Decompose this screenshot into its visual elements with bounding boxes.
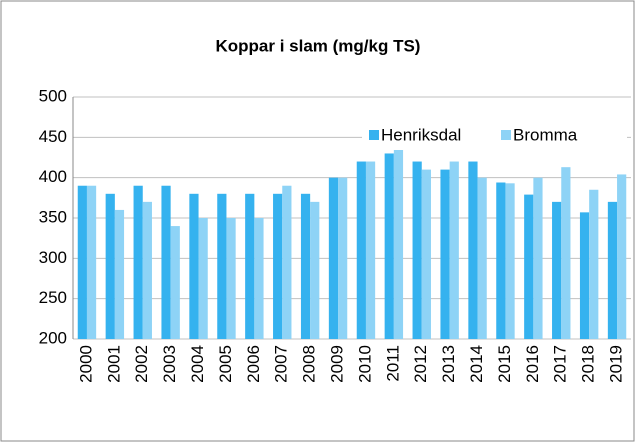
- bar: [86, 185, 97, 339]
- x-tick-label: 2000: [76, 345, 95, 383]
- y-tick-label: 500: [39, 86, 67, 105]
- bar: [328, 177, 339, 339]
- x-tick-label: 2003: [160, 345, 179, 383]
- x-tick-label: 2007: [272, 345, 291, 383]
- bar: [579, 212, 590, 339]
- y-tick-label: 200: [39, 328, 67, 347]
- legend-box: [362, 122, 627, 150]
- bar: [552, 201, 562, 339]
- x-tick-label: 2015: [495, 345, 514, 383]
- x-tick-label: 2002: [132, 345, 151, 383]
- x-tick-label: 2005: [216, 345, 235, 383]
- bar: [273, 193, 283, 339]
- bar: [189, 193, 199, 339]
- y-tick-label: 250: [39, 288, 67, 307]
- x-tick-label: 2006: [244, 345, 263, 383]
- bar: [468, 161, 478, 339]
- legend-swatch: [369, 130, 379, 140]
- y-tick-label: 450: [39, 127, 67, 146]
- y-tick-label: 350: [39, 207, 67, 226]
- y-tick-label: 400: [39, 167, 67, 186]
- chart-title: Koppar i slam (mg/kg TS): [216, 36, 421, 55]
- x-tick-label: 2008: [300, 345, 319, 383]
- bar: [282, 185, 292, 339]
- x-tick-label: 2012: [411, 345, 430, 383]
- bar: [133, 185, 143, 339]
- bar: [440, 169, 450, 339]
- bar: [170, 226, 180, 339]
- x-tick-label: 2010: [355, 345, 374, 383]
- bar: [589, 189, 599, 339]
- bar: [77, 185, 87, 339]
- bar: [393, 145, 404, 339]
- bar: [161, 185, 171, 339]
- bar: [310, 201, 320, 339]
- legend-swatch: [501, 130, 511, 140]
- bar: [533, 177, 543, 339]
- bar: [412, 161, 422, 339]
- x-tick-label: 2013: [439, 345, 458, 383]
- bar: [449, 161, 459, 339]
- x-tick-label: 2011: [383, 345, 402, 382]
- bar: [365, 161, 376, 339]
- bar: [477, 177, 487, 339]
- bar: [505, 183, 515, 339]
- legend-label: Henriksdal: [381, 125, 461, 144]
- bar: [254, 218, 264, 339]
- x-tick-label: 2018: [579, 345, 598, 383]
- bar: [226, 218, 236, 339]
- bar: [607, 201, 618, 339]
- bar: [617, 174, 627, 339]
- legend-label: Bromma: [513, 125, 578, 144]
- bar: [300, 193, 311, 339]
- x-tick-label: 2019: [607, 345, 626, 383]
- x-tick-label: 2017: [551, 345, 570, 383]
- bar: [524, 194, 534, 339]
- bar: [356, 161, 366, 339]
- bar: [217, 193, 227, 339]
- x-tick-label: 2014: [467, 345, 486, 383]
- y-tick-label: 300: [39, 248, 67, 267]
- bar: [245, 193, 255, 339]
- bar: [338, 177, 348, 339]
- x-tick-label: 2004: [188, 345, 207, 383]
- bar: [105, 193, 115, 339]
- bar: [198, 218, 208, 339]
- x-tick-label: 2001: [104, 345, 123, 383]
- bar: [561, 167, 571, 339]
- bar: [114, 209, 125, 339]
- x-tick-label: 2016: [523, 345, 542, 383]
- bar: [421, 169, 431, 339]
- bar: [496, 182, 506, 339]
- bar: [384, 153, 394, 339]
- bar: [142, 201, 152, 339]
- x-tick-label: 2009: [328, 345, 347, 383]
